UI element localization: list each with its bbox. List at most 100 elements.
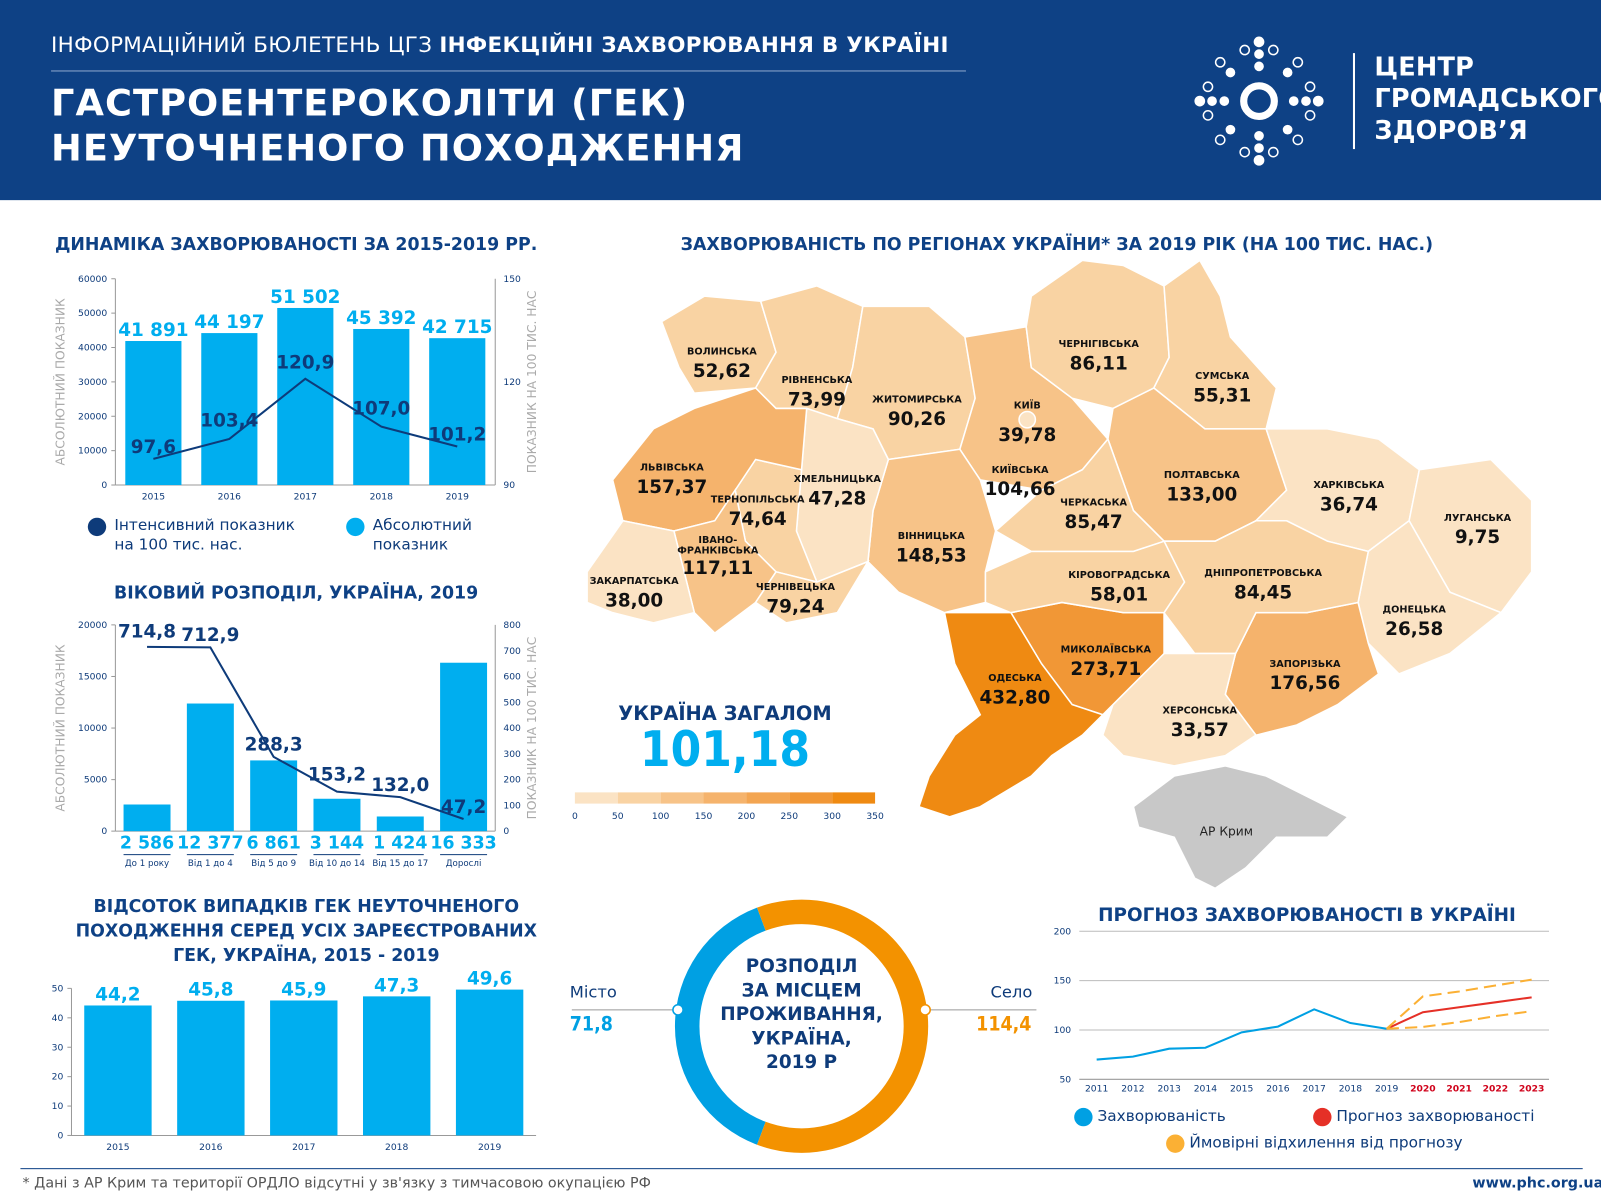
logo-dot: [1214, 134, 1226, 146]
region-name: КІРОВОГРАДСЬКА: [1068, 570, 1170, 581]
region-name: ІВАНО-: [698, 535, 737, 546]
x-tick-label: 2017: [1302, 1084, 1326, 1095]
line-value-label: 103,4: [200, 411, 258, 432]
bar-value-label: 3 144: [310, 834, 364, 854]
bar-value-label: 44 197: [194, 312, 264, 333]
city-slice: [674, 907, 766, 1145]
title-line: 2019 Р: [766, 1051, 838, 1074]
bar: [186, 703, 234, 832]
region-name: ЛЬВІВСЬКА: [640, 463, 704, 474]
region-value: 90,26: [888, 409, 946, 430]
age-chart: 0 5000 10000 15000 20000 0 100 200 300 400 500 600 7…: [52, 620, 539, 869]
y-tick-label: 60000: [78, 274, 107, 285]
scale-swatch: [789, 792, 833, 804]
x-tick-label: 2020: [1410, 1084, 1436, 1095]
x-tick-label: 2016: [199, 1142, 223, 1153]
x-tick-label: 2021: [1446, 1084, 1472, 1095]
bar-value-label: 51 502: [270, 287, 340, 308]
y-right-tick-label: 800: [503, 620, 521, 631]
bar-value-label: 45,9: [281, 979, 326, 1000]
legend-label: показник: [372, 535, 449, 554]
village-value: 114,4: [976, 1012, 1032, 1036]
region-name: ТЕРНОПІЛЬСЬКА: [711, 494, 805, 505]
legend-dot-icon: [1166, 1133, 1185, 1153]
intensive-line: [147, 645, 464, 820]
footer-note: * Дані з АР Крим та території ОРДЛО відс…: [22, 1175, 651, 1192]
bar-value-label: 42 715: [422, 317, 492, 338]
percent-chart-title: ВІДСОТОК ВИПАДКІВ ГЕК НЕУТОЧНЕНОГО ПОХОДЖ…: [20, 894, 592, 968]
bulletin-topic: ІНФЕКЦІЙНІ ЗАХВОРЮВАННЯ В УКРАЇНІ: [439, 32, 949, 58]
y-tick-label: 150: [1054, 976, 1072, 987]
y-tick-label: 10000: [78, 446, 107, 457]
y-right-tick-label: 700: [503, 646, 521, 657]
phc-logo-icon: [1194, 36, 1324, 166]
series-line: [1096, 1008, 1387, 1061]
x-tick-label: 2017: [294, 491, 318, 502]
y-tick-label: 10: [52, 1101, 64, 1112]
x-tick-label: Дорослі: [446, 859, 482, 869]
logo-dot: [1239, 146, 1251, 158]
legend-dot-icon: [346, 517, 365, 537]
x-tick-label: 2017: [292, 1142, 316, 1153]
y-tick-label: 40: [52, 1013, 64, 1024]
y-tick-label: 20000: [78, 620, 107, 631]
logo-dot: [1225, 67, 1236, 78]
dynamics-chart: 0 10000 20000 30000 40000 50000 60000 90 120 150 П…: [52, 274, 539, 502]
region-value: 104,66: [985, 479, 1056, 500]
y-right-axis-label: ПОКАЗНИК НА 100 ТИС. НАС: [525, 637, 539, 820]
line-value-label: 288,3: [245, 735, 303, 756]
region-value: 38,00: [605, 591, 663, 612]
region-crimea: [1132, 765, 1350, 890]
region-name: КИЇВ: [1014, 397, 1041, 411]
y-axis-label: АБСОЛЮТНИЙ ПОКАЗНИК: [52, 644, 67, 811]
region-value: 133,00: [1166, 484, 1237, 505]
y-tick-label: 40000: [78, 343, 107, 354]
series-line: [1385, 978, 1532, 1030]
scale-tick-label: 300: [823, 811, 841, 822]
scale-swatch: [703, 792, 747, 804]
legend-forecast: Прогноз захворюваності: [1313, 1107, 1534, 1126]
title-line: УКРАЇНА,: [751, 1027, 852, 1050]
logo-dot: [1239, 44, 1251, 56]
scale-tick-label: 100: [652, 811, 670, 822]
y-right-tick-label: 600: [503, 672, 521, 683]
region-value: 176,56: [1270, 673, 1341, 694]
region-dnipro: [1162, 519, 1370, 655]
region-value: 33,57: [1171, 720, 1229, 741]
region-value: 148,53: [896, 546, 967, 567]
title-line: ЗА МІСЦЕМ: [741, 979, 862, 1002]
region-name: ЧЕРНІВЕЦЬКА: [756, 582, 836, 593]
logo-dot: [1282, 67, 1293, 78]
region-value: 73,99: [788, 389, 846, 410]
logo-line: ГРОМАДСЬКОГО: [1374, 83, 1601, 114]
region-name: ПОЛТАВСЬКА: [1164, 470, 1240, 481]
y-tick-label: 20: [52, 1072, 64, 1083]
region-value: 26,58: [1385, 619, 1443, 640]
bar-value-label: 45 392: [346, 308, 416, 329]
x-tick-label: 2014: [1194, 1084, 1218, 1095]
logo-dot: [1301, 96, 1311, 106]
y-tick-label: 0: [57, 1131, 63, 1142]
bar: [429, 338, 486, 486]
bar: [455, 989, 524, 1136]
bar: [363, 996, 431, 1136]
x-tick-label: 2013: [1157, 1084, 1181, 1095]
region-value: 157,37: [636, 477, 707, 498]
y-tick-label: 50: [52, 983, 64, 994]
region-name: ЛУГАНСЬКА: [1444, 513, 1512, 524]
logo-dot: [1253, 154, 1265, 166]
city-label: Місто: [569, 982, 617, 1002]
x-tick-label: 2012: [1121, 1084, 1144, 1095]
bar-value-label: 47,3: [374, 975, 419, 996]
x-tick-label: 2011: [1085, 1084, 1108, 1095]
x-tick-label: До 1 року: [125, 859, 169, 869]
header-banner: ІНФОРМАЦІЙНИЙ БЮЛЕТЕНЬ ЦГЗ ІНФЕКЦІЙНІ ЗА…: [0, 0, 1601, 201]
footer-url[interactable]: www.phc.org.ua: [1472, 1175, 1601, 1192]
y-tick-label: 100: [1054, 1025, 1072, 1036]
scale-tick-label: 200: [738, 811, 756, 822]
village-marker: [919, 1003, 931, 1016]
x-tick-label: 2015: [142, 491, 166, 502]
y-tick-label: 0: [101, 826, 107, 837]
x-tick-label: 2018: [1339, 1084, 1363, 1095]
x-tick-label: 2022: [1483, 1084, 1509, 1095]
